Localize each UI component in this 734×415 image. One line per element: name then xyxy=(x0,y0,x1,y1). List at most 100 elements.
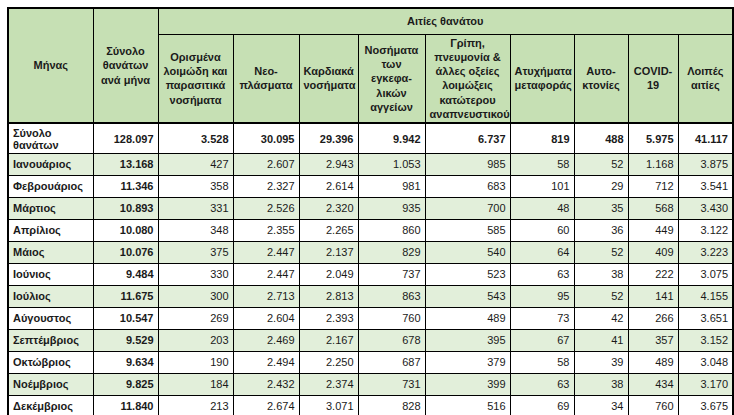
value-cell: 58 xyxy=(510,351,574,373)
header-month: Μήνας xyxy=(8,8,93,123)
value-cell: 10.076 xyxy=(93,241,158,263)
value-cell: 3.528 xyxy=(158,123,233,153)
value-cell: 568 xyxy=(628,197,678,219)
month-cell: Μάιος xyxy=(8,241,93,263)
value-cell: 2.250 xyxy=(299,351,358,373)
value-cell: 34 xyxy=(574,395,628,415)
table-row-january: Ιανουάριος 13.168 427 2.607 2.943 1.053 … xyxy=(8,153,733,175)
value-cell: 4.155 xyxy=(678,285,733,307)
value-cell: 6.737 xyxy=(425,123,510,153)
value-cell: 449 xyxy=(628,219,678,241)
value-cell: 819 xyxy=(510,123,574,153)
month-cell: Αύγουστος xyxy=(8,307,93,329)
value-cell: 395 xyxy=(425,329,510,351)
value-cell: 678 xyxy=(358,329,425,351)
value-cell: 2.469 xyxy=(233,329,299,351)
month-cell: Οκτώβριος xyxy=(8,351,93,373)
value-cell: 48 xyxy=(510,197,574,219)
table-row-august: Αύγουστος 10.547 269 2.604 2.393 760 489… xyxy=(8,307,733,329)
value-cell: 829 xyxy=(358,241,425,263)
value-cell: 190 xyxy=(158,351,233,373)
value-cell: 488 xyxy=(574,123,628,153)
value-cell: 63 xyxy=(510,263,574,285)
value-cell: 42 xyxy=(574,307,628,329)
value-cell: 863 xyxy=(358,285,425,307)
value-cell: 2.265 xyxy=(299,219,358,241)
value-cell: 2.614 xyxy=(299,175,358,197)
table-row-july: Ιούλιος 11.675 300 2.713 2.813 863 543 9… xyxy=(8,285,733,307)
value-cell: 3.675 xyxy=(678,395,733,415)
value-cell: 52 xyxy=(574,285,628,307)
header-cause-neoplasms: Νεο-πλάσματα xyxy=(233,34,299,123)
value-cell: 2.320 xyxy=(299,197,358,219)
value-cell: 52 xyxy=(574,241,628,263)
value-cell: 95 xyxy=(510,285,574,307)
value-cell: 9.634 xyxy=(93,351,158,373)
value-cell: 63 xyxy=(510,373,574,395)
value-cell: 101 xyxy=(510,175,574,197)
table-row-october: Οκτώβριος 9.634 190 2.494 2.250 687 379 … xyxy=(8,351,733,373)
value-cell: 41.117 xyxy=(678,123,733,153)
value-cell: 9.942 xyxy=(358,123,425,153)
table-row-april: Απρίλιος 10.080 348 2.355 2.265 860 585 … xyxy=(8,219,733,241)
month-cell: Ιανουάριος xyxy=(8,153,93,175)
value-cell: 2.674 xyxy=(233,395,299,415)
value-cell: 10.547 xyxy=(93,307,158,329)
table-row-november: Νοέμβριος 9.825 184 2.432 2.374 731 399 … xyxy=(8,373,733,395)
value-cell: 29 xyxy=(574,175,628,197)
value-cell: 1.168 xyxy=(628,153,678,175)
value-cell: 9.484 xyxy=(93,263,158,285)
value-cell: 2.526 xyxy=(233,197,299,219)
value-cell: 737 xyxy=(358,263,425,285)
value-cell: 985 xyxy=(425,153,510,175)
value-cell: 731 xyxy=(358,373,425,395)
value-cell: 36 xyxy=(574,219,628,241)
value-cell: 860 xyxy=(358,219,425,241)
value-cell: 3.541 xyxy=(678,175,733,197)
value-cell: 683 xyxy=(425,175,510,197)
value-cell: 10.893 xyxy=(93,197,158,219)
value-cell: 3.430 xyxy=(678,197,733,219)
header-cause-cerebrovascular: Νοσήματα των εγκεφα-λικών αγγείων xyxy=(358,34,425,123)
month-cell: Δεκέμβριος xyxy=(8,395,93,415)
header-cause-suicides: Αυτο-κτονίες xyxy=(574,34,628,123)
value-cell: 585 xyxy=(425,219,510,241)
value-cell: 981 xyxy=(358,175,425,197)
value-cell: 357 xyxy=(628,329,678,351)
value-cell: 3.075 xyxy=(678,263,733,285)
value-cell: 489 xyxy=(628,351,678,373)
value-cell: 2.713 xyxy=(233,285,299,307)
value-cell: 213 xyxy=(158,395,233,415)
table-row-june: Ιούνιος 9.484 330 2.447 2.049 737 523 63… xyxy=(8,263,733,285)
value-cell: 5.975 xyxy=(628,123,678,153)
value-cell: 11.840 xyxy=(93,395,158,415)
value-cell: 375 xyxy=(158,241,233,263)
value-cell: 3.071 xyxy=(299,395,358,415)
value-cell: 11.675 xyxy=(93,285,158,307)
value-cell: 712 xyxy=(628,175,678,197)
value-cell: 9.529 xyxy=(93,329,158,351)
value-cell: 2.943 xyxy=(299,153,358,175)
value-cell: 358 xyxy=(158,175,233,197)
value-cell: 2.374 xyxy=(299,373,358,395)
month-cell: Μάρτιος xyxy=(8,197,93,219)
table-row-may: Μάιος 10.076 375 2.447 2.137 829 540 64 … xyxy=(8,241,733,263)
header-cause-flu-pneumonia: Γρίπη, πνευμονία & άλλες οξείες λοιμώξει… xyxy=(425,34,510,123)
value-cell: 523 xyxy=(425,263,510,285)
value-cell: 69 xyxy=(510,395,574,415)
value-cell: 10.080 xyxy=(93,219,158,241)
value-cell: 9.825 xyxy=(93,373,158,395)
header-total-deaths: Σύνολο θανάτων ανά μήνα xyxy=(93,8,158,123)
total-label-cell: Σύνολο θανάτων xyxy=(8,123,93,153)
value-cell: 2.447 xyxy=(233,263,299,285)
value-cell: 700 xyxy=(425,197,510,219)
value-cell: 60 xyxy=(510,219,574,241)
value-cell: 266 xyxy=(628,307,678,329)
value-cell: 760 xyxy=(628,395,678,415)
value-cell: 348 xyxy=(158,219,233,241)
table-row-february: Φεβρουάριος 11.346 358 2.327 2.614 981 6… xyxy=(8,175,733,197)
deaths-by-cause-table: Μήνας Σύνολο θανάτων ανά μήνα Αιτίες θαν… xyxy=(7,7,734,415)
table-row-december: Δεκέμβριος 11.840 213 2.674 3.071 828 51… xyxy=(8,395,733,415)
value-cell: 58 xyxy=(510,153,574,175)
value-cell: 52 xyxy=(574,153,628,175)
